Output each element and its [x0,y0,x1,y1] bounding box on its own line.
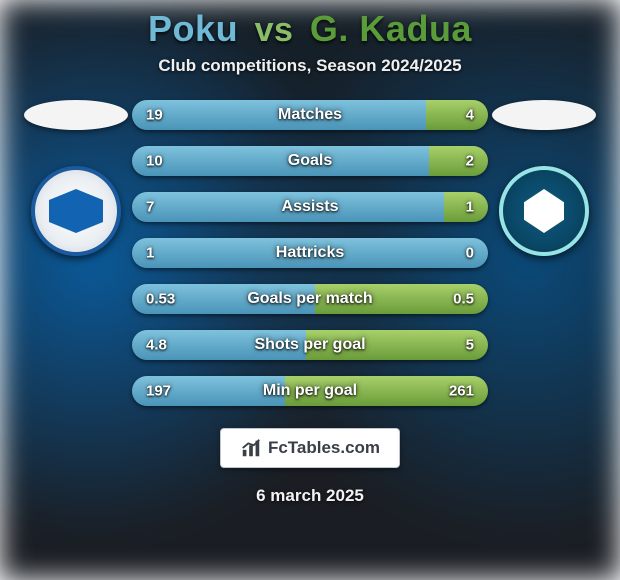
stat-value-right: 261 [449,383,474,400]
stat-fill-right [426,100,488,130]
stat-bar: 10 2 Goals [132,146,488,176]
stat-value-left: 197 [146,383,171,400]
stat-bar: 0.53 0.5 Goals per match [132,284,488,314]
site-link[interactable]: FcTables.com [220,428,400,468]
stat-value-left: 7 [146,199,154,216]
stat-bar: 19 4 Matches [132,100,488,130]
stat-label: Min per goal [263,382,357,400]
left-flag-icon [24,100,128,130]
right-club-badge-icon [499,166,589,256]
comparison-row: 194Matches102Goals71Assists10Hattricks0.… [0,100,620,406]
stat-fill-left [132,146,429,176]
left-club-badge-icon [31,166,121,256]
player2-name: G. Kadua [310,8,472,49]
stat-value-right: 1 [466,199,474,216]
stat-label: Matches [278,106,342,124]
stat-label: Assists [282,198,339,216]
stat-label: Goals [288,152,332,170]
stat-value-right: 5 [466,337,474,354]
left-column [20,100,132,256]
stat-value-left: 10 [146,153,163,170]
stat-bar: 1 0 Hattricks [132,238,488,268]
title-vs: vs [255,11,294,49]
stat-bar: 7 1 Assists [132,192,488,222]
stat-label: Goals per match [247,290,372,308]
stat-fill-right [429,146,488,176]
stat-label: Shots per goal [254,336,365,354]
site-logo-icon [240,437,262,459]
date-text: 6 march 2025 [0,486,620,506]
stat-value-left: 4.8 [146,337,167,354]
stat-bar: 4.8 5 Shots per goal [132,330,488,360]
right-column [488,100,600,256]
subtitle: Club competitions, Season 2024/2025 [0,56,620,76]
page-title: Poku vs G. Kadua [0,8,620,50]
player1-name: Poku [148,8,238,49]
stat-value-right: 0 [466,245,474,262]
stat-bars: 194Matches102Goals71Assists10Hattricks0.… [132,100,488,406]
stat-label: Hattricks [276,244,344,262]
stat-value-right: 4 [466,107,474,124]
stat-bar: 197 261 Min per goal [132,376,488,406]
stat-value-right: 2 [466,153,474,170]
site-name: FcTables.com [268,438,380,458]
stat-value-left: 19 [146,107,163,124]
stat-value-left: 1 [146,245,154,262]
stat-value-right: 0.5 [453,291,474,308]
stat-value-left: 0.53 [146,291,175,308]
right-flag-icon [492,100,596,130]
